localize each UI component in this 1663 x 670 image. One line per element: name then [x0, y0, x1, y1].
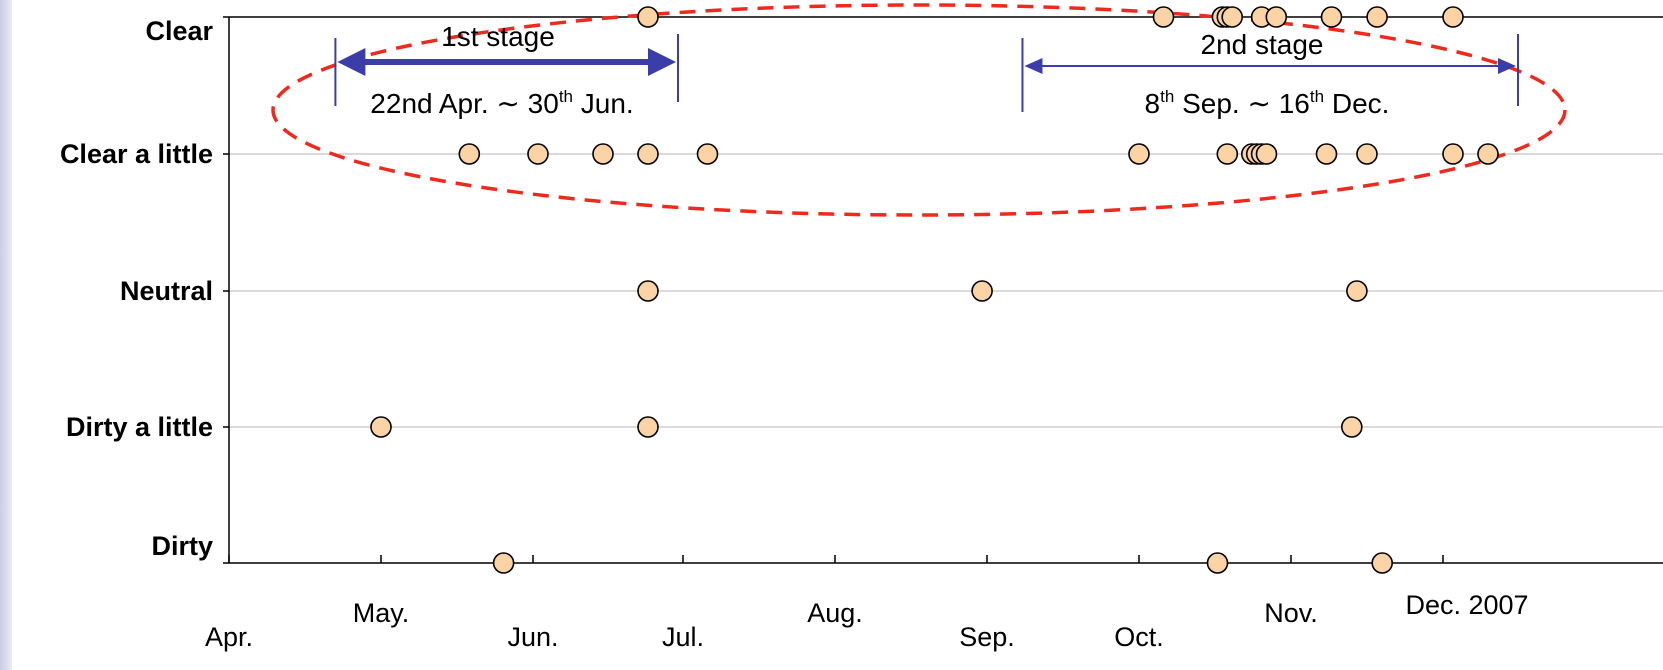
stage-arrow-head-left [337, 48, 366, 76]
slide-side-strip [0, 0, 12, 670]
data-point [1346, 280, 1368, 302]
y-tick-label: Dirty a little [66, 412, 213, 442]
x-tick-label: Dec. 2007 [1405, 590, 1528, 620]
stage-arrow-head-right [1498, 58, 1516, 74]
y-tick-label: Neutral [120, 276, 213, 306]
data-point [1320, 6, 1343, 28]
data-point [1216, 143, 1239, 165]
data-point [1341, 416, 1363, 438]
data-point [527, 143, 549, 165]
x-tick-label: Oct. [1114, 622, 1164, 652]
y-tick-label: Clear [145, 16, 213, 46]
data-point [1477, 143, 1499, 165]
data-point [1255, 143, 1278, 165]
x-tick-label: Jun. [507, 622, 558, 652]
data-point [1442, 6, 1464, 28]
stage-arrow-head-left [1024, 58, 1043, 74]
data-point [370, 416, 392, 438]
data-point [637, 143, 659, 165]
x-tick-label: May. [353, 598, 410, 628]
data-point [637, 280, 659, 302]
stage-annotations: 1st stage 22nd Apr. ∼ 30th Jun. 2nd stage 8… [271, 3, 1567, 217]
data-point [1128, 143, 1150, 165]
data-point [1371, 552, 1393, 574]
x-tick-label: Jul. [662, 622, 704, 652]
data-point [971, 280, 993, 302]
stage-arrow-head-right [648, 48, 676, 76]
stage-label: 2nd stage [1201, 29, 1324, 60]
y-axis-labels: Dirty Dirty a little Neutral Clear a little… [60, 16, 214, 561]
stage-date-range: 22nd Apr. ∼ 30th Jun. [370, 87, 633, 119]
y-tick-label: Dirty [151, 531, 213, 561]
axes [223, 16, 1663, 564]
x-tick-label: Nov. [1264, 598, 1318, 628]
stage-date-range: 8th Sep. ∼ 16th Dec. [1145, 87, 1390, 119]
data-point [1152, 6, 1175, 28]
data-point [637, 6, 659, 28]
data-point [637, 416, 659, 438]
x-tick-label: Sep. [959, 622, 1015, 652]
data-point [1221, 6, 1243, 28]
data-point [1315, 143, 1338, 165]
y-tick-label: Clear a little [60, 139, 213, 169]
data-point [492, 552, 515, 574]
x-tick-label: Apr. [205, 622, 253, 652]
data-point [1206, 552, 1229, 574]
highlight-ellipse [271, 3, 1567, 217]
data-point [1366, 6, 1388, 28]
data-point [696, 143, 719, 165]
x-tick-label: Aug. [807, 598, 863, 628]
data-point [1442, 143, 1464, 165]
data-point [592, 143, 614, 165]
stage-label: 1st stage [441, 21, 555, 52]
data-points [370, 6, 1499, 574]
x-axis-labels: Apr. May. Jun. Jul. Aug. Sep. Oct. Nov. Dec. 200… [205, 590, 1529, 652]
data-point [1356, 143, 1378, 165]
data-point [1265, 6, 1288, 28]
data-point [458, 143, 481, 165]
grid-lines [229, 16, 1663, 428]
